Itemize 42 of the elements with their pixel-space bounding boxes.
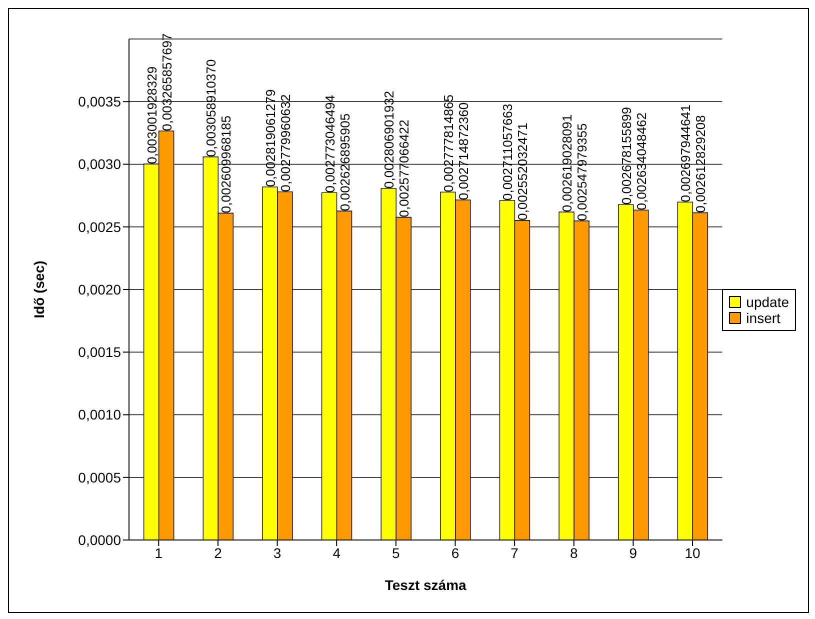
x-tick-label: 2 (214, 544, 222, 561)
x-tick-label: 4 (332, 544, 341, 561)
x-tick-label: 6 (451, 544, 460, 561)
data-label: 0,002619028091 (560, 114, 575, 212)
y-tick-label: 0,0035 (78, 94, 122, 110)
legend-label: insert (746, 310, 780, 326)
data-label: 0,002609968185 (218, 115, 234, 214)
x-tick-label: 5 (392, 544, 400, 561)
data-label: 0,003001928329 (144, 66, 160, 164)
x-axis-title: Teszt száma (384, 577, 467, 593)
data-label: 0,002779960632 (278, 94, 293, 192)
data-label: 0,002777814865 (440, 94, 456, 192)
x-tick-label: 9 (629, 544, 638, 561)
data-label: 0,002547979355 (574, 123, 590, 221)
y-tick-label: 0,0025 (78, 218, 122, 235)
legend-label: update (746, 294, 789, 310)
y-tick-label: 0,0020 (78, 281, 122, 298)
y-tick-label: 0,0030 (78, 156, 122, 172)
data-label: 0,002678155899 (618, 106, 634, 205)
data-label: 0,003265857697 (159, 33, 174, 131)
data-label: 0,002697944641 (678, 104, 694, 202)
y-tick-label: 0,0005 (78, 469, 122, 486)
data-label: 0,002626895905 (337, 113, 352, 211)
data-label: 0,002552032471 (515, 122, 530, 220)
data-label: 0,002806901932 (382, 90, 397, 188)
x-tick-label: 8 (570, 544, 578, 561)
x-tick-label: 7 (510, 544, 519, 561)
y-tick-label: 0,0010 (78, 406, 122, 423)
data-label: 0,002577066422 (396, 120, 412, 218)
data-label: 0,002773046494 (322, 95, 338, 193)
data-label: 0,002711057663 (500, 104, 516, 200)
y-tick-label: 0,0015 (78, 344, 122, 360)
data-label: 0,002634048462 (634, 112, 649, 210)
x-tick-label: 1 (154, 544, 163, 561)
x-tick-label: 3 (273, 544, 282, 561)
data-label: 0,002612829208 (693, 115, 708, 213)
data-label: 0,002714872360 (456, 102, 471, 200)
y-axis-title: Idő (sec) (30, 260, 47, 318)
y-tick-label: 0,0000 (78, 532, 122, 548)
data-label: 0,002819061279 (262, 89, 278, 187)
data-label: 0,003058910370 (204, 59, 219, 157)
x-tick-label: 10 (684, 544, 701, 561)
